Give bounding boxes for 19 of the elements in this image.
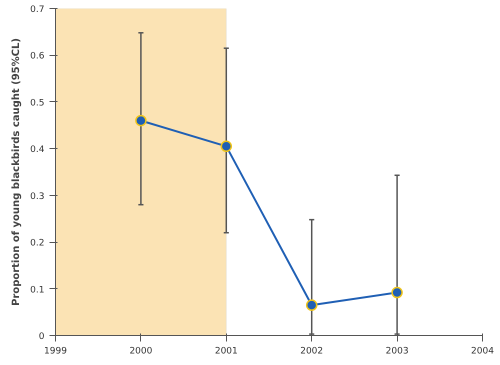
y-tick-label: 0 — [38, 332, 45, 342]
y-tick-label: 0.6 — [30, 52, 45, 62]
y-tick-label: 0.2 — [30, 238, 45, 249]
y-tick-label: 0.1 — [30, 285, 45, 296]
y-tick-label: 0.4 — [30, 145, 45, 156]
x-tick-label: 2003 — [386, 346, 409, 356]
x-tick-label: 2001 — [214, 346, 238, 356]
y-tick-label: 0.7 — [30, 5, 45, 15]
y-tick-label: 0.3 — [30, 192, 45, 202]
y-axis-title: Proportion of young blackbirds caught (95%CL) — [11, 38, 22, 306]
x-tick-label: 2002 — [300, 346, 324, 356]
y-tick-label: 0.5 — [30, 98, 45, 108]
point — [391, 286, 403, 298]
point — [220, 140, 232, 152]
x-tick-label: 2000 — [129, 346, 153, 356]
x-tick-label: 2004 — [471, 346, 494, 356]
x-tick-label: 1999 — [44, 346, 68, 356]
point — [135, 114, 147, 126]
point — [306, 299, 318, 311]
